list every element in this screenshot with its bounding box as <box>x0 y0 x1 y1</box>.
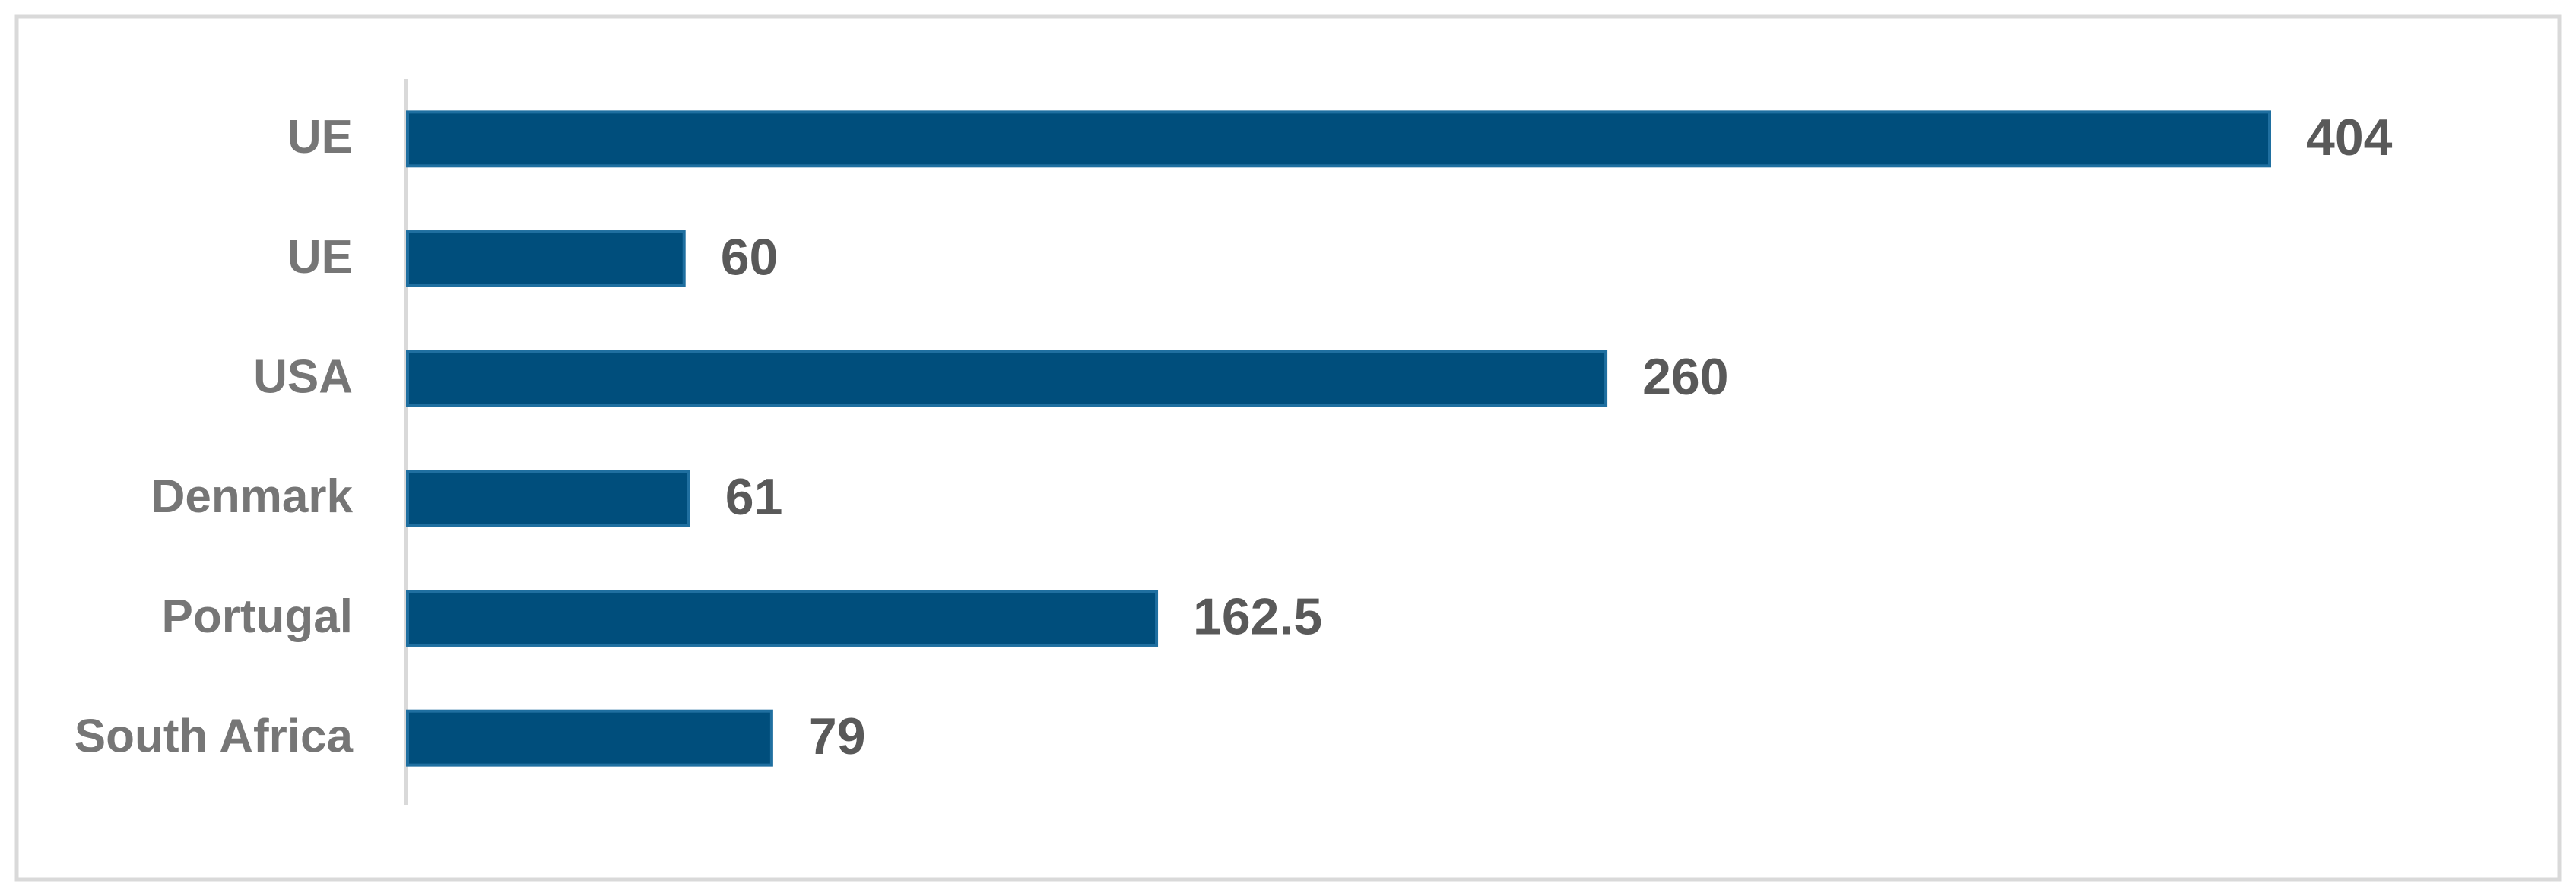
data-label: 260 <box>1642 348 1728 406</box>
data-label: 60 <box>721 228 779 286</box>
category-label: UE <box>287 111 353 163</box>
data-label: 79 <box>808 708 866 765</box>
category-label: Denmark <box>151 470 354 523</box>
data-label: 61 <box>725 468 783 526</box>
data-label: 404 <box>2306 109 2393 166</box>
bar <box>406 350 1608 407</box>
bar <box>406 709 773 767</box>
bar <box>406 110 2271 168</box>
category-label: USA <box>253 351 353 404</box>
data-label: 162.5 <box>1193 587 1322 645</box>
bar <box>406 590 1159 647</box>
category-label: South Africa <box>75 711 354 763</box>
category-label: Portugal <box>162 590 353 643</box>
category-label: UE <box>287 231 353 283</box>
bar <box>406 470 690 527</box>
bar <box>406 230 686 287</box>
